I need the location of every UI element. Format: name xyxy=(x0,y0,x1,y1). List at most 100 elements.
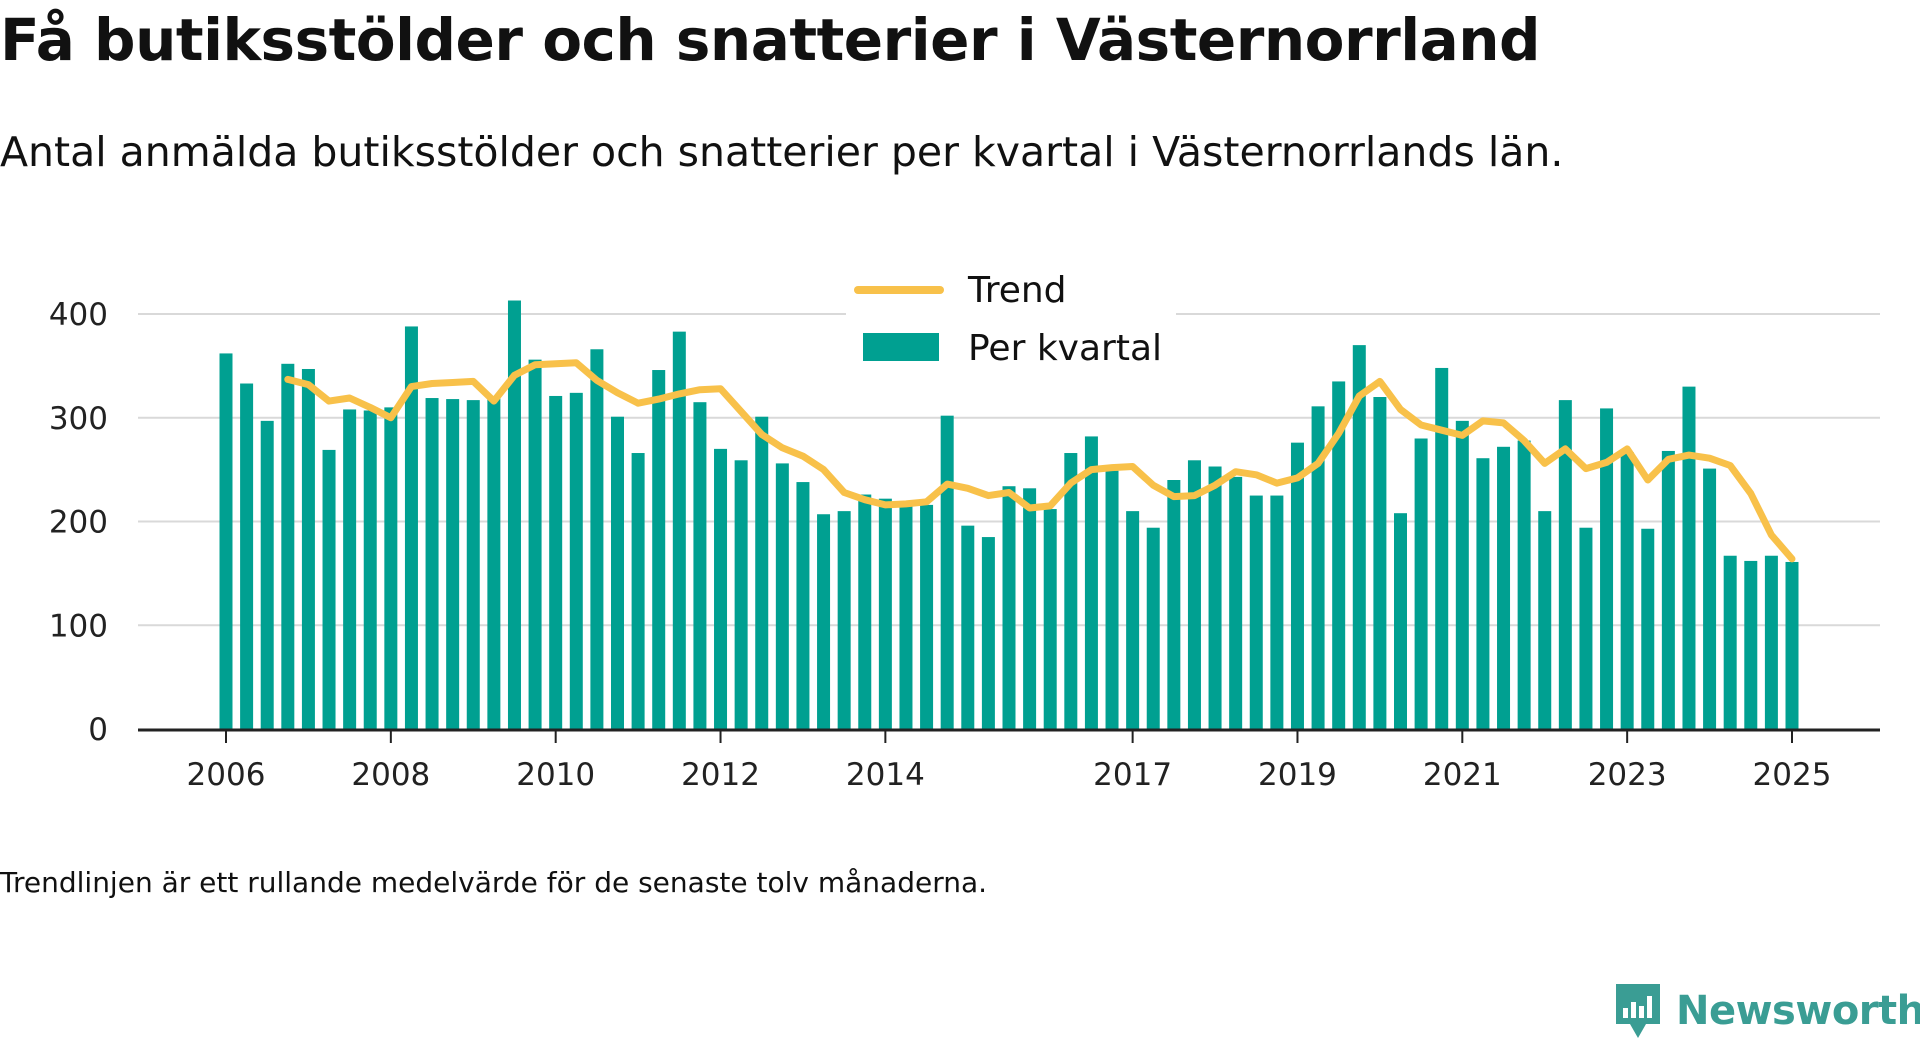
bar xyxy=(1290,442,1304,729)
bar xyxy=(1723,555,1737,729)
bar xyxy=(549,395,563,729)
y-tick-label: 0 xyxy=(88,712,108,748)
bar xyxy=(1785,561,1799,729)
trend-bar-chart: 0 100 200 300 400 2006 2008 2010 2012 2014 2017 201… xyxy=(49,268,1880,793)
bar xyxy=(755,416,769,729)
bar xyxy=(1311,406,1325,729)
bar xyxy=(343,409,357,729)
bar xyxy=(301,368,315,729)
bar xyxy=(487,398,501,729)
bar xyxy=(260,420,274,729)
bar xyxy=(507,300,521,729)
trend-line-series xyxy=(284,359,1796,563)
bar xyxy=(590,349,604,729)
bar xyxy=(1394,513,1407,729)
bar xyxy=(652,370,666,729)
bar xyxy=(384,407,398,729)
bar xyxy=(1002,486,1016,729)
bar xyxy=(1208,466,1222,729)
bar xyxy=(1682,386,1696,729)
bar xyxy=(899,503,913,729)
x-tick-label: 2023 xyxy=(1588,757,1667,793)
bar xyxy=(878,498,892,729)
bar xyxy=(775,463,789,729)
bar xyxy=(961,525,975,729)
bar xyxy=(1146,527,1160,729)
x-tick-label: 2014 xyxy=(846,757,925,793)
bar xyxy=(528,359,542,729)
bar xyxy=(714,448,728,729)
bar-series-per-kvartal xyxy=(219,300,1799,729)
bar xyxy=(1435,367,1449,729)
x-tick-label: 2010 xyxy=(516,757,595,793)
bar xyxy=(1620,451,1634,729)
bar xyxy=(1105,470,1119,729)
y-tick-label: 200 xyxy=(49,505,108,541)
bar xyxy=(1126,511,1140,729)
bar xyxy=(1558,400,1572,729)
brand-logo: Newsworthy xyxy=(1612,980,1920,1042)
bar xyxy=(404,326,418,729)
bar xyxy=(611,416,624,729)
bar xyxy=(1476,458,1490,729)
bar xyxy=(734,460,748,729)
x-tick-label: 2025 xyxy=(1753,757,1832,793)
legend-label-trend: Trend xyxy=(967,270,1067,311)
bar xyxy=(1064,453,1078,729)
x-tick-label: 2006 xyxy=(187,757,266,793)
bar xyxy=(1579,527,1593,729)
bar xyxy=(425,398,439,729)
y-tick-label: 400 xyxy=(49,297,108,333)
bar xyxy=(981,537,995,729)
bar xyxy=(693,402,707,729)
chart-axes: 0 100 200 300 400 2006 2008 2010 2012 2014 2017 201… xyxy=(49,297,1880,793)
bar xyxy=(1517,440,1531,729)
x-tick-label: 2021 xyxy=(1423,757,1502,793)
x-tick-label: 2019 xyxy=(1258,757,1337,793)
bar xyxy=(1187,460,1201,729)
legend-per-kvartal-swatch xyxy=(863,333,939,361)
bar xyxy=(1703,468,1717,729)
chart-subtitle: Antal anmälda butiksstölder och snatteri… xyxy=(0,128,1564,176)
bar xyxy=(281,363,295,729)
bar xyxy=(940,415,954,729)
bar xyxy=(817,514,831,729)
bar xyxy=(1373,397,1387,729)
bar xyxy=(1332,381,1346,729)
y-tick-label: 300 xyxy=(49,401,108,437)
bar xyxy=(1167,480,1181,729)
bar xyxy=(1744,560,1758,729)
bar xyxy=(1229,476,1243,729)
legend-label-per-kvartal: Per kvartal xyxy=(968,328,1162,369)
bar xyxy=(1600,408,1614,729)
chart-legend: Trend Per kvartal xyxy=(846,268,1176,378)
x-tick-label: 2017 xyxy=(1093,757,1172,793)
bar xyxy=(1414,438,1428,729)
bar xyxy=(631,453,645,729)
x-tick-label: 2012 xyxy=(681,757,760,793)
bar xyxy=(858,494,872,729)
bar xyxy=(569,392,583,729)
bar xyxy=(363,410,377,729)
bar xyxy=(1641,528,1655,729)
brand-name: Newsworthy xyxy=(1676,988,1920,1034)
bar xyxy=(1661,450,1675,729)
bar xyxy=(1497,446,1511,729)
bar xyxy=(1352,345,1366,729)
bar xyxy=(1023,488,1037,729)
bar xyxy=(1455,420,1469,729)
trend-line xyxy=(284,359,1796,563)
bar xyxy=(446,399,460,729)
bar xyxy=(796,482,810,729)
bar xyxy=(219,353,233,729)
newsworthy-logo-icon xyxy=(1616,984,1660,1038)
bar xyxy=(322,449,336,729)
bar xyxy=(1249,495,1263,729)
bar xyxy=(920,504,934,729)
bar xyxy=(1270,495,1284,729)
bar xyxy=(1764,555,1778,729)
bar xyxy=(240,383,254,729)
bar xyxy=(1043,509,1057,729)
bar xyxy=(466,400,480,729)
bar xyxy=(1538,511,1552,729)
